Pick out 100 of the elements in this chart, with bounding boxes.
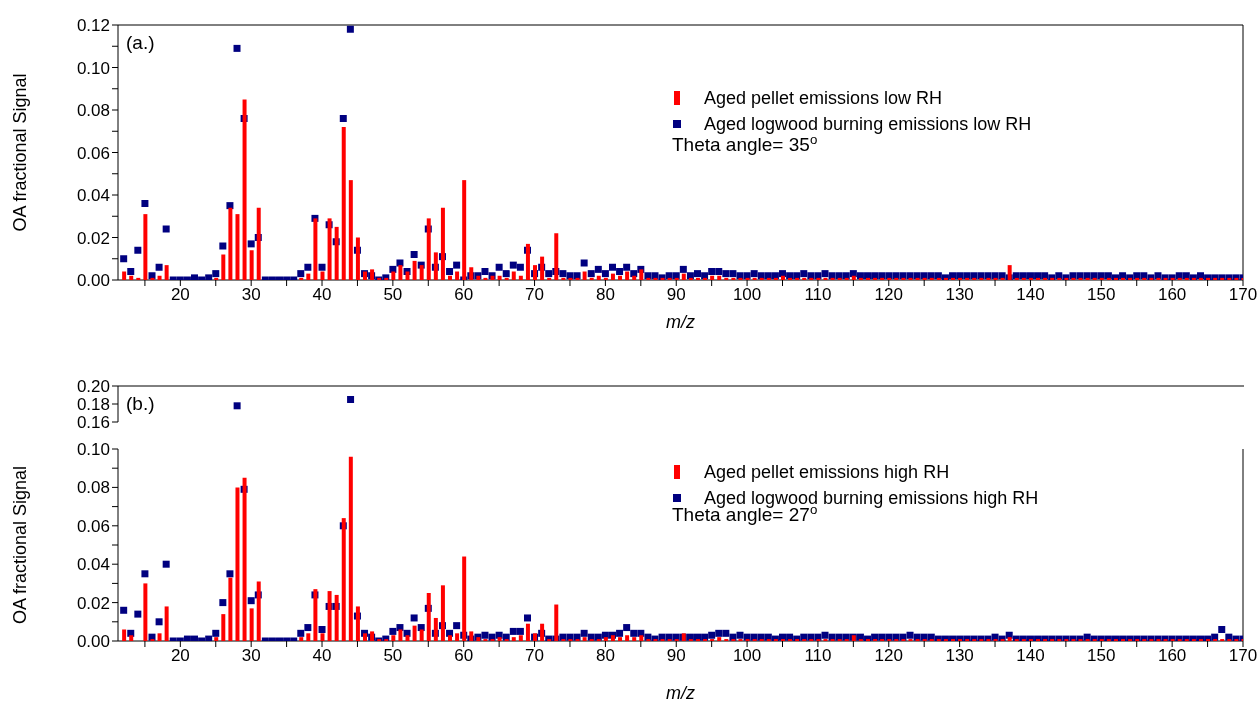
bar	[469, 267, 474, 280]
y-tick-label: 0.18	[76, 395, 110, 415]
bar	[518, 275, 523, 280]
y-tick-label: 0.10	[76, 58, 110, 78]
y-tick-label: 0.00	[76, 271, 110, 291]
x-tick-label: 70	[525, 646, 545, 666]
bar	[327, 591, 332, 641]
bar	[221, 254, 226, 280]
bar	[533, 265, 538, 280]
y-tick-label: 0.04	[76, 186, 110, 206]
y-tick-label: 0.10	[76, 440, 110, 460]
legend-label: Aged pellet emissions high RH	[704, 461, 950, 484]
x-tick-label: 140	[1016, 285, 1045, 305]
bar	[426, 218, 431, 280]
bar	[256, 207, 261, 280]
bar	[341, 518, 346, 641]
y-tick-label: 0.00	[76, 632, 110, 652]
y-axis-title: OA fractional Signal	[10, 73, 31, 232]
x-tick-label: 20	[170, 285, 190, 305]
x-tick-label: 70	[525, 285, 545, 305]
bar	[525, 243, 530, 280]
x-tick-label: 90	[666, 646, 686, 666]
bar	[164, 606, 169, 641]
x-tick-label: 170	[1228, 646, 1257, 666]
x-axis-title: m/z	[666, 683, 695, 703]
x-tick-label: 120	[874, 285, 903, 305]
x-tick-label: 130	[945, 285, 974, 305]
bar	[433, 252, 438, 280]
x-tick-label: 120	[874, 646, 903, 666]
bar	[334, 226, 339, 280]
y-tick-label: 0.16	[76, 413, 110, 433]
y-tick-label: 0.06	[76, 516, 110, 536]
bar	[242, 99, 247, 280]
x-tick-label: 60	[454, 646, 474, 666]
bar	[242, 477, 247, 641]
y-tick-label: 0.20	[76, 377, 110, 397]
x-tick-label: 110	[804, 285, 832, 305]
bar	[440, 207, 445, 280]
x-tick-label: 100	[732, 646, 762, 666]
x-tick-label: 80	[595, 646, 615, 666]
bar	[348, 180, 353, 280]
x-tick-label: 100	[732, 285, 762, 305]
bar	[249, 608, 254, 641]
bar	[554, 604, 559, 641]
bar	[540, 623, 545, 641]
bar	[540, 256, 545, 280]
bar	[334, 594, 339, 641]
x-tick-label: 150	[1087, 646, 1116, 666]
x-tick-label: 50	[383, 285, 403, 305]
bar	[625, 635, 630, 641]
bar	[122, 271, 127, 280]
y-tick-label: 0.08	[76, 101, 110, 121]
bar	[256, 581, 261, 641]
bar	[341, 127, 346, 280]
bar	[221, 614, 226, 641]
bar	[164, 265, 169, 280]
bar	[462, 180, 467, 280]
x-tick-label: 40	[312, 646, 332, 666]
y-tick-label: 0.08	[76, 478, 110, 498]
bar	[143, 214, 148, 280]
y-tick-label: 0.06	[76, 143, 110, 163]
y-tick-label: 0.04	[76, 555, 110, 575]
bar	[348, 456, 353, 641]
bar	[355, 237, 360, 280]
x-tick-label: 40	[312, 285, 332, 305]
x-tick-label: 30	[241, 285, 261, 305]
bar	[426, 593, 431, 641]
bar	[462, 556, 467, 641]
x-tick-label: 130	[945, 646, 974, 666]
bar	[235, 214, 240, 280]
x-tick-label: 110	[804, 646, 832, 666]
y-tick-label: 0.02	[76, 228, 110, 248]
legend-label: Aged logwood burning emissions low RH	[704, 113, 1032, 136]
x-tick-label: 20	[170, 646, 190, 666]
x-tick-label: 30	[241, 646, 261, 666]
bar	[143, 583, 148, 641]
y-tick-label: 0.02	[76, 593, 110, 613]
bar	[327, 218, 332, 280]
x-axis-title: m/z	[666, 312, 695, 332]
x-tick-label: 170	[1228, 285, 1257, 305]
x-tick-label: 160	[1157, 285, 1187, 305]
bar	[440, 585, 445, 641]
x-tick-label: 50	[383, 646, 403, 666]
y-axis-title: OA fractional Signal	[10, 465, 31, 625]
x-tick-label: 80	[595, 285, 615, 305]
chart-title: (b.)	[126, 393, 155, 414]
legend-label: Aged pellet emissions low RH	[704, 87, 943, 110]
bar	[632, 275, 637, 280]
x-tick-label: 150	[1087, 285, 1116, 305]
x-tick-label: 140	[1016, 646, 1045, 666]
bar	[433, 617, 438, 641]
x-tick-label: 160	[1157, 646, 1187, 666]
chart-title: (a.)	[126, 32, 155, 53]
x-tick-label: 90	[666, 285, 686, 305]
bar	[313, 589, 318, 641]
bar	[235, 487, 240, 641]
y-tick-label: 0.12	[76, 16, 110, 36]
bar	[554, 233, 559, 280]
x-tick-label: 60	[454, 285, 474, 305]
bar	[355, 606, 360, 641]
